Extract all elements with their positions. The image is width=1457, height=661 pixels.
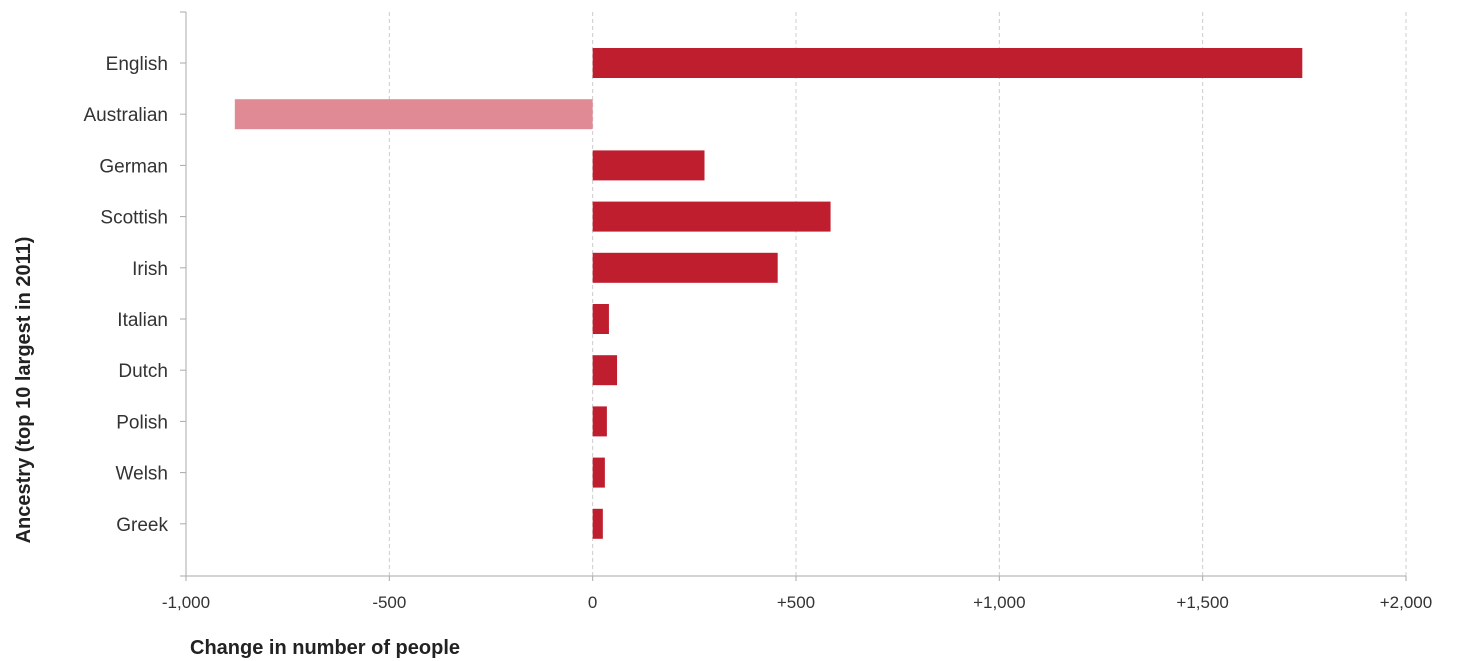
category-label: Scottish xyxy=(100,208,168,229)
category-label: Welsh xyxy=(116,464,168,485)
x-tick-label: +500 xyxy=(777,593,815,612)
bar-welsh xyxy=(592,457,605,488)
bar-irish xyxy=(592,252,778,283)
x-axis-title: Change in number of people xyxy=(190,637,460,659)
category-label: Dutch xyxy=(118,361,168,382)
x-tick-label: -500 xyxy=(372,593,406,612)
bar-greek xyxy=(592,508,603,539)
bar-german xyxy=(592,150,705,181)
axes xyxy=(180,11,1407,581)
x-tick-label: +1,000 xyxy=(973,593,1025,612)
category-label: Irish xyxy=(132,259,168,280)
category-label: German xyxy=(99,156,168,177)
category-label: Australian xyxy=(84,105,169,126)
x-tick-label: +1,500 xyxy=(1176,593,1228,612)
bar-english xyxy=(592,48,1303,78)
x-tick-labels: -1,000 -500 0 +500 +1,000 +1,500 +2,000 xyxy=(162,593,1432,612)
bar-italian xyxy=(592,304,609,334)
x-tick-label: +2,000 xyxy=(1380,593,1432,612)
category-labels: English Australian German Scottish Irish Ital… xyxy=(84,54,169,536)
bar-australian xyxy=(234,99,593,130)
gridlines xyxy=(185,12,1407,576)
category-label: Greek xyxy=(116,515,168,536)
x-tick-label: -1,000 xyxy=(162,593,210,612)
category-label: Polish xyxy=(116,412,168,433)
bar-dutch xyxy=(592,355,618,386)
bar-scottish xyxy=(592,201,831,232)
bars xyxy=(234,48,1303,539)
category-label: Italian xyxy=(117,310,168,331)
bar-polish xyxy=(592,406,607,437)
y-axis-title: Ancestry (top 10 largest in 2011) xyxy=(13,237,35,544)
category-label: English xyxy=(106,54,168,75)
x-tick-label: 0 xyxy=(588,593,597,612)
